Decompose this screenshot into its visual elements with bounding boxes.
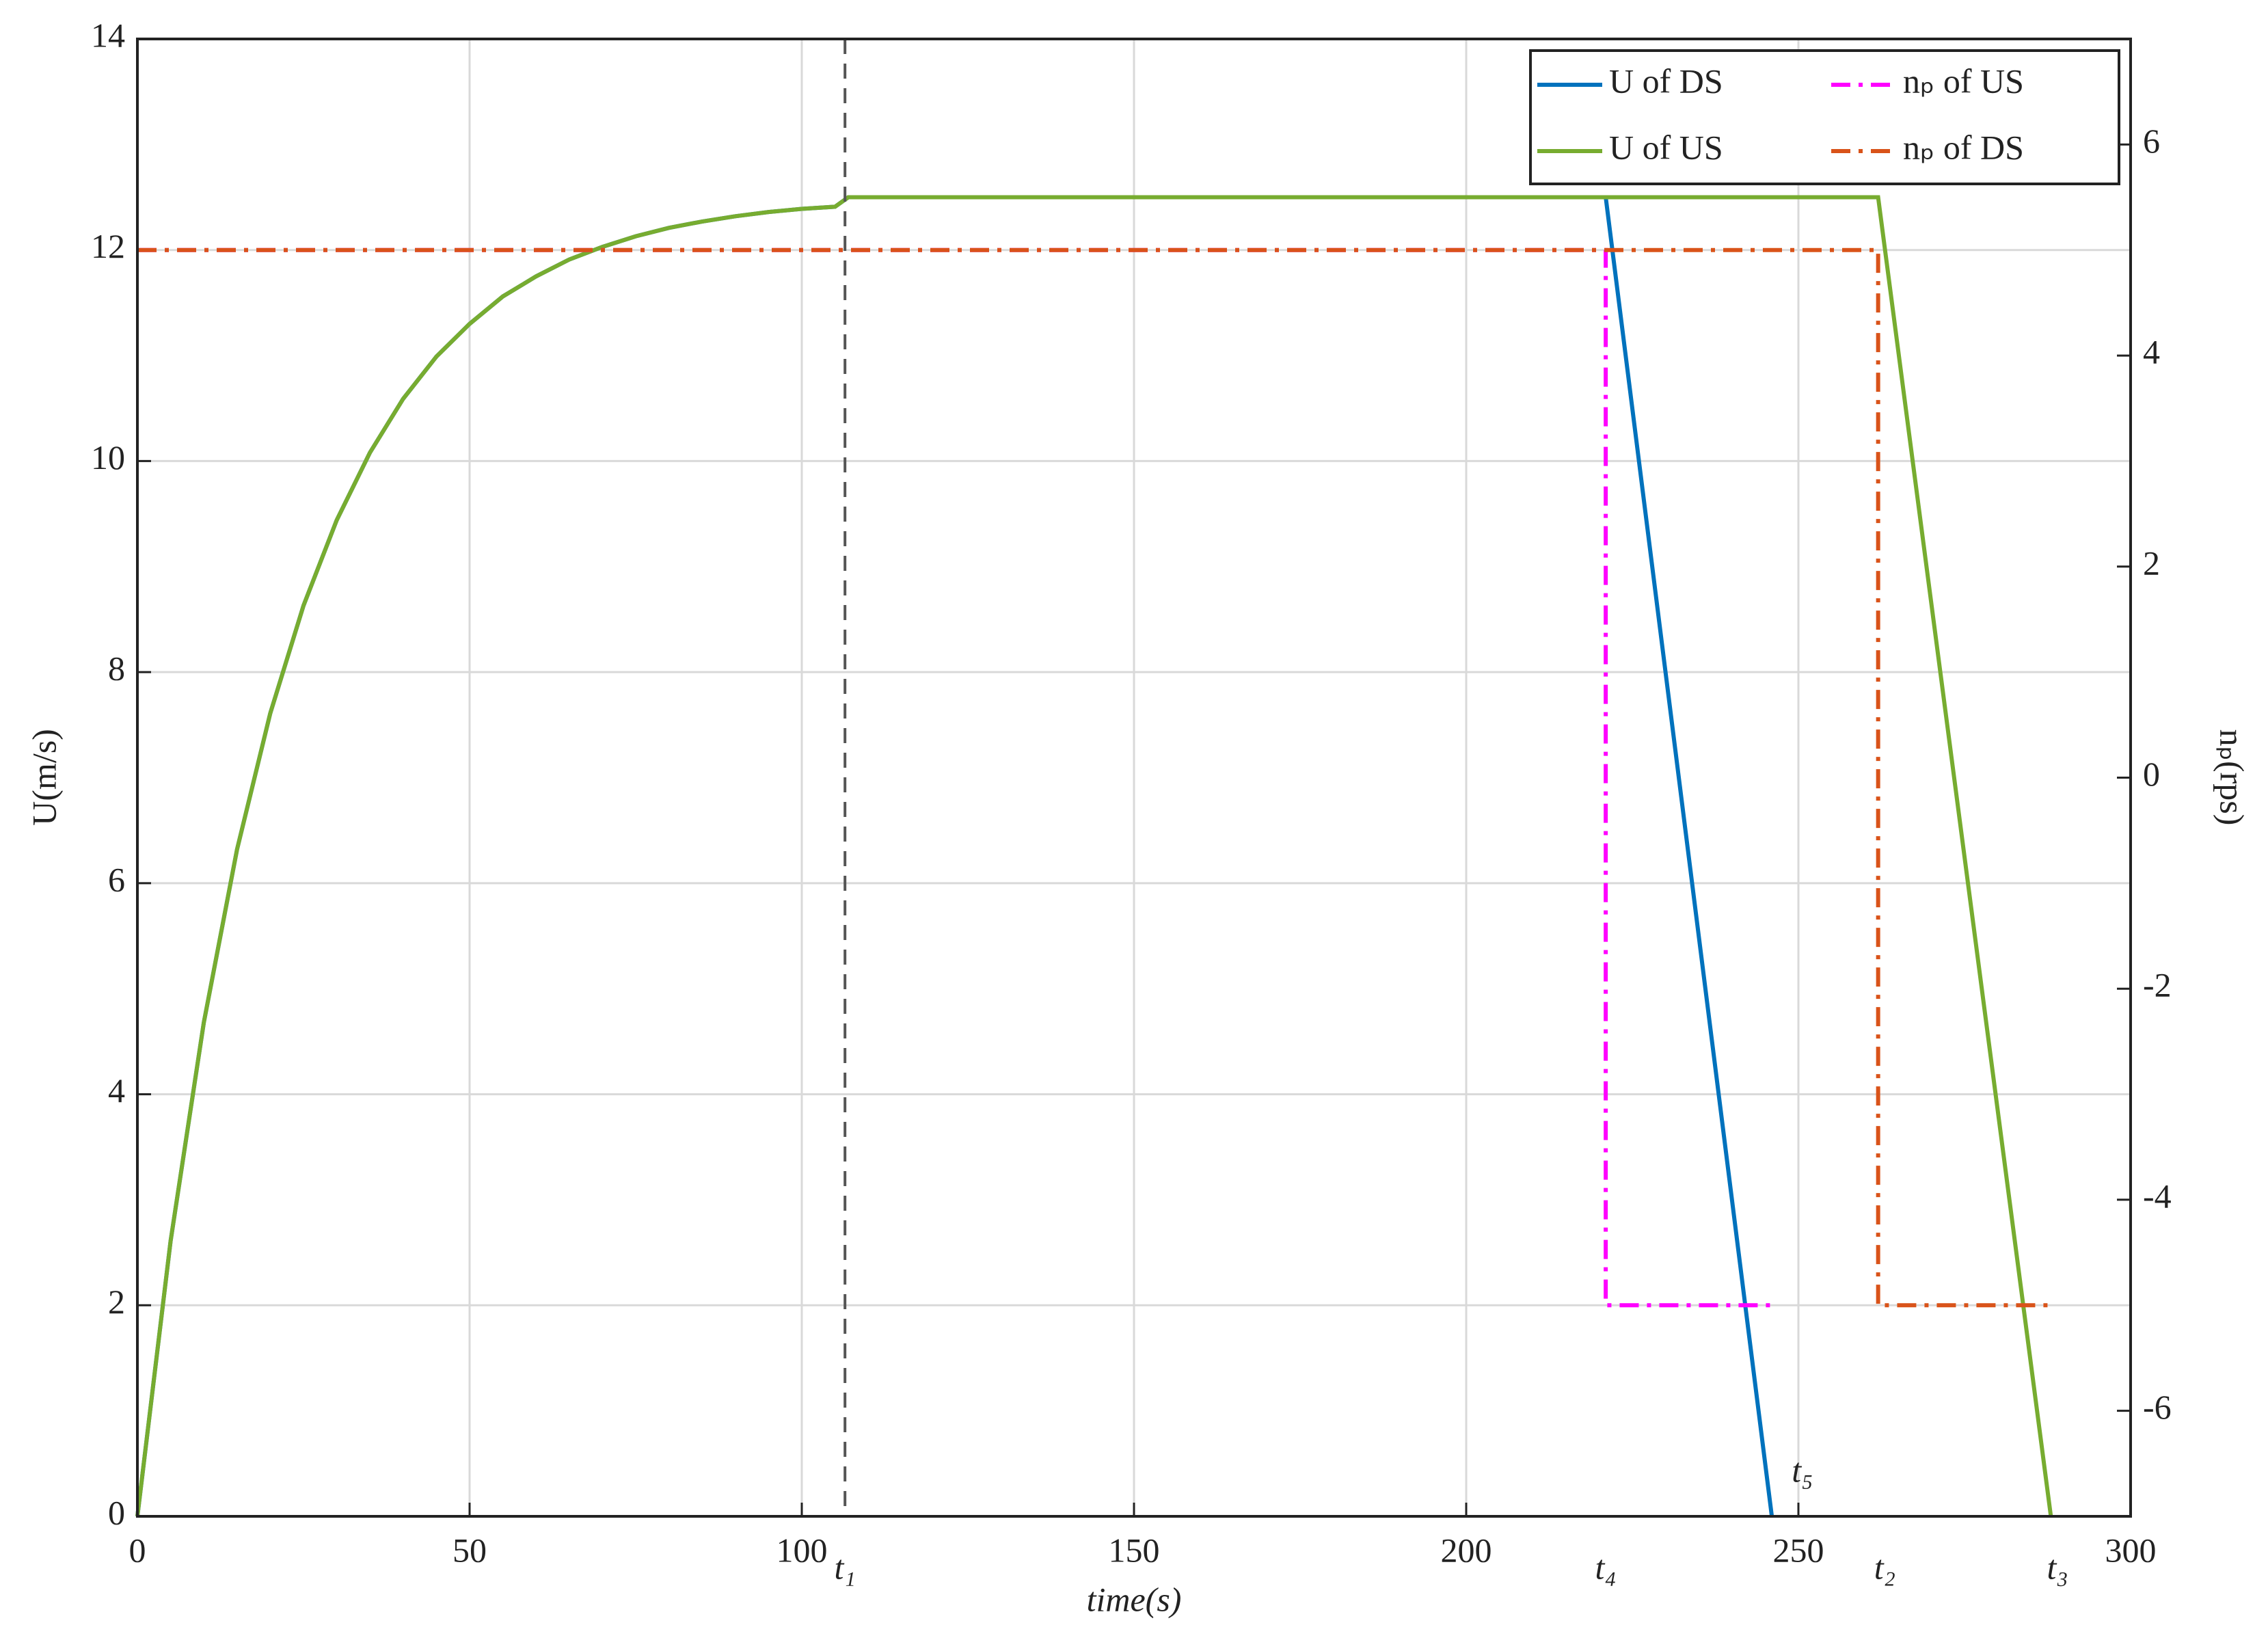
legend-label: U of DS	[1609, 62, 1723, 100]
x-tick-label: 150	[1109, 1531, 1160, 1569]
series-line	[137, 247, 2051, 1308]
annotation: t₁	[835, 1548, 856, 1586]
frame	[136, 38, 2132, 1518]
y-tick-label: 6	[108, 860, 125, 898]
y2-tick-label: -6	[2143, 1388, 2172, 1426]
legend-label: nₚ of DS	[1903, 128, 2024, 166]
y-tick-label: 14	[91, 16, 125, 54]
y2-tick-label: 0	[2143, 755, 2160, 793]
series-line	[137, 247, 1772, 1308]
series-line	[135, 195, 2053, 1517]
x-axis-label: time(s)	[1087, 1580, 1182, 1618]
y-tick-label: 10	[91, 438, 125, 476]
x-tick-label: 250	[1773, 1531, 1824, 1569]
y2-tick-label: -2	[2143, 966, 2172, 1004]
annotation: t₄	[1595, 1548, 1616, 1586]
y-tick-label: 8	[108, 649, 125, 688]
annotation: t₅	[1792, 1451, 1813, 1490]
y-tick-label: 12	[91, 227, 125, 265]
legend: U of DS U of US nₚ of US nₚ of DS	[1529, 49, 2120, 185]
annotation: t₃	[2047, 1548, 2068, 1586]
legend-box	[1529, 49, 2120, 185]
y-axis-label: U(m/s)	[25, 729, 63, 826]
x-tick-label: 100	[777, 1531, 828, 1569]
y2-tick-label: -4	[2143, 1177, 2172, 1215]
annotation: t₂	[1874, 1548, 1895, 1586]
x-tick-label: 200	[1441, 1531, 1492, 1569]
legend-label: U of US	[1609, 128, 1723, 166]
y2-tick-label: 6	[2143, 122, 2160, 160]
y2-axis-label: nₚ(rps)	[2213, 729, 2252, 826]
y-tick-label: 4	[108, 1071, 125, 1110]
x-tick-label: 0	[129, 1531, 146, 1569]
x-tick-label: 300	[2105, 1531, 2157, 1569]
x-tick-label: 50	[453, 1531, 487, 1569]
y-tick-label: 2	[108, 1283, 125, 1321]
y2-tick-label: 2	[2143, 543, 2160, 582]
y-tick-label: 0	[108, 1493, 125, 1531]
legend-label: nₚ of US	[1903, 62, 2024, 100]
y2-tick-label: 4	[2143, 333, 2160, 371]
